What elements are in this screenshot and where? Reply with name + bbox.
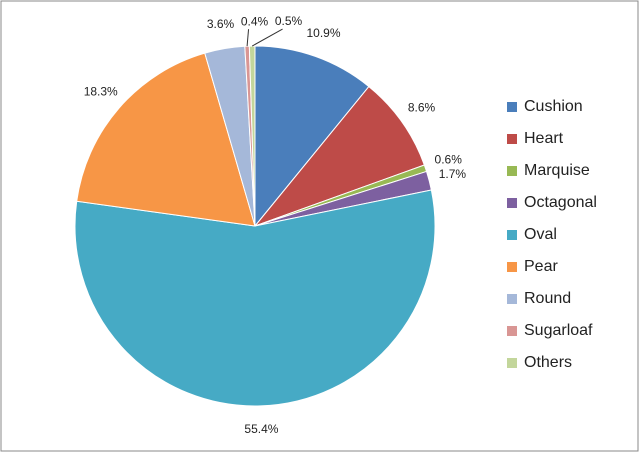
data-label: 55.4% — [244, 422, 278, 436]
legend-label: Sugarloaf — [524, 322, 593, 339]
pie-slice — [254, 45, 370, 228]
legend-label: Heart — [524, 130, 564, 147]
data-label: 3.6% — [207, 17, 235, 31]
legend-swatch — [507, 262, 517, 272]
pie-slice — [248, 45, 256, 227]
data-label: 1.7% — [439, 167, 467, 181]
data-label: 0.5% — [275, 14, 303, 28]
legend-swatch — [507, 102, 517, 112]
legend-swatch — [507, 166, 517, 176]
legend-swatch — [507, 294, 517, 304]
legend-swatch — [507, 230, 517, 240]
pie-slice — [253, 85, 425, 228]
leader-line — [246, 29, 250, 47]
legend-label: Oval — [524, 226, 557, 243]
legend-label: Pear — [524, 258, 558, 275]
data-label: 0.6% — [435, 153, 463, 167]
legend-label: Cushion — [524, 98, 583, 115]
leader-line — [251, 28, 283, 47]
legend-label: Round — [524, 290, 571, 307]
data-label: 18.3% — [84, 85, 118, 99]
data-label: 10.9% — [306, 26, 340, 40]
data-label: 8.6% — [408, 100, 436, 114]
legend-label: Others — [524, 354, 572, 371]
legend-swatch — [507, 198, 517, 208]
legend-swatch — [507, 358, 517, 368]
pie-slice — [74, 189, 436, 407]
legend-swatch — [507, 326, 517, 336]
data-label: 0.4% — [241, 14, 269, 28]
legend-label: Octagonal — [524, 194, 597, 211]
legend-swatch — [507, 134, 517, 144]
pie-slice — [76, 52, 256, 227]
legend-label: Marquise — [524, 162, 590, 179]
